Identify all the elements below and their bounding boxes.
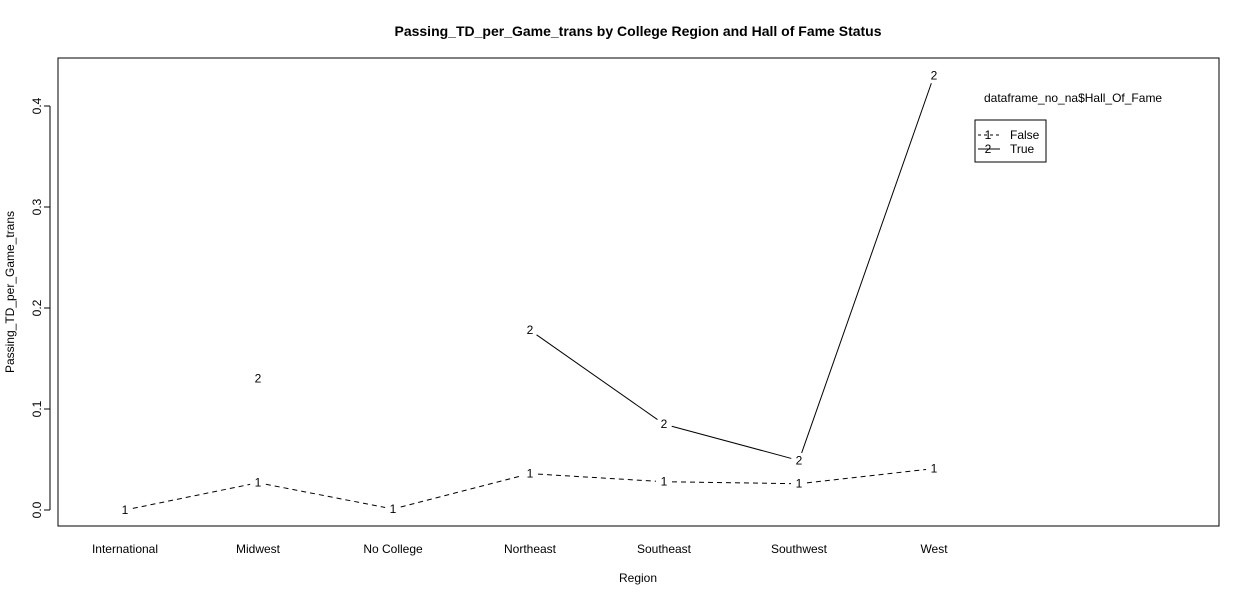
series-segment-false bbox=[132, 483, 251, 509]
x-tick-label: Southwest bbox=[771, 542, 828, 556]
legend-entries: 1 False 2 True bbox=[978, 128, 1040, 156]
data-point-false: 1 bbox=[255, 476, 262, 490]
chart-title: Passing_TD_per_Game_trans by College Reg… bbox=[394, 23, 881, 39]
series-segment-false bbox=[400, 475, 523, 508]
y-tick-label: 0.2 bbox=[30, 299, 44, 316]
y-tick-label: 0.4 bbox=[30, 97, 44, 114]
data-point-true: 2 bbox=[527, 323, 534, 337]
y-tick-label: 0.1 bbox=[30, 400, 44, 417]
x-axis: International Midwest No College Northeast S… bbox=[92, 542, 948, 556]
series-segment-false bbox=[537, 473, 657, 482]
data-point-true: 2 bbox=[796, 454, 803, 468]
x-tick-label: Midwest bbox=[236, 542, 281, 556]
series-segment-false bbox=[806, 468, 927, 484]
x-tick-label: Southeast bbox=[637, 542, 692, 556]
data-point-true: 2 bbox=[931, 69, 938, 83]
legend-label: False bbox=[1010, 128, 1040, 142]
x-tick-label: International bbox=[92, 542, 158, 556]
x-axis-label: Region bbox=[619, 571, 657, 585]
y-tick-label: 0.3 bbox=[30, 198, 44, 215]
data-point-false: 1 bbox=[390, 502, 397, 516]
data-point-false: 1 bbox=[796, 477, 803, 491]
x-tick-label: No College bbox=[363, 542, 423, 556]
legend-box bbox=[974, 119, 1047, 163]
series-segment-true bbox=[671, 425, 792, 459]
series-segment-true bbox=[801, 83, 932, 454]
legend-label: True bbox=[1010, 142, 1035, 156]
x-tick-label: Northeast bbox=[504, 542, 557, 556]
data-point-true: 2 bbox=[661, 417, 668, 431]
data-point-false: 1 bbox=[661, 475, 668, 489]
series-layer: 1 1 1 1 1 1 1 2 2 2 2 2 bbox=[122, 69, 938, 517]
data-point-true: 2 bbox=[255, 372, 262, 386]
y-axis-label: Passing_TD_per_Game_trans bbox=[3, 211, 17, 373]
series-segment-true bbox=[536, 334, 658, 420]
legend-symbol: 2 bbox=[985, 142, 992, 156]
legend-title: dataframe_no_na$Hall_Of_Fame bbox=[984, 91, 1162, 105]
data-point-false: 1 bbox=[122, 503, 129, 517]
y-tick-label: 0.0 bbox=[30, 501, 44, 518]
plot-frame bbox=[57, 57, 1220, 527]
data-point-false: 1 bbox=[931, 462, 938, 476]
series-segment-false bbox=[671, 481, 792, 485]
y-axis: 0.0 0.1 0.2 0.3 0.4 bbox=[30, 97, 51, 518]
series-segment-false bbox=[265, 483, 386, 508]
legend-symbol: 1 bbox=[985, 128, 992, 142]
legend: dataframe_no_na$Hall_Of_Fame 1 False 2 True bbox=[974, 91, 1162, 163]
x-tick-label: West bbox=[920, 542, 948, 556]
data-point-false: 1 bbox=[527, 467, 534, 481]
